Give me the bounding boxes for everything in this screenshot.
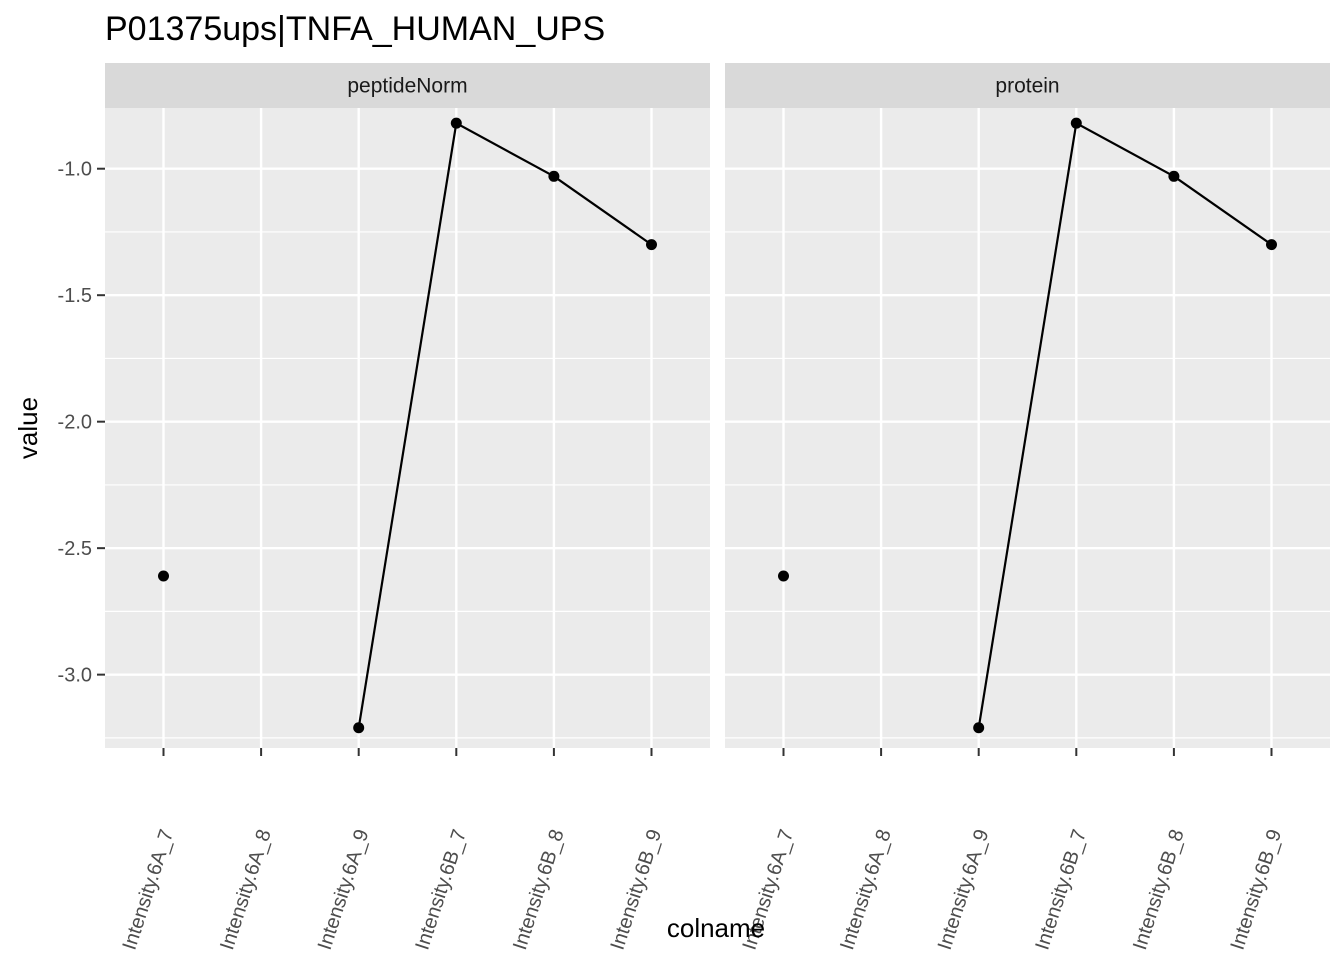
panel-peptideNorm: peptideNorm Intensity.6A_7 Intensity.6A_8 I… — [105, 63, 710, 953]
data-point — [450, 117, 462, 129]
series-line-segment — [455, 122, 555, 178]
data-point — [1266, 239, 1277, 251]
x-tick-label: Intensity.6A_7 — [119, 827, 179, 953]
series-line-segment — [977, 123, 1078, 728]
x-tick-label: Intensity.6A_8 — [216, 827, 276, 953]
data-point — [973, 722, 985, 734]
facet-strip — [725, 63, 1330, 108]
series-line-segment — [1075, 122, 1175, 178]
y-tick-label: -2.5 — [58, 538, 92, 560]
x-tick-label: Intensity.6B_9 — [1227, 827, 1287, 953]
y-axis: -1.0 -1.5 -2.0 -2.5 -3.0 — [58, 159, 105, 687]
x-axis-title: colname — [667, 913, 765, 943]
data-point — [1070, 117, 1082, 129]
x-tick-label: Intensity.6B_7 — [1031, 827, 1091, 953]
facet-strip-label: protein — [995, 75, 1059, 98]
x-tick-label: Intensity.6B_8 — [509, 827, 569, 953]
x-tick-label: Intensity.6A_9 — [314, 827, 374, 953]
series-line-segment — [553, 175, 653, 246]
series-line-segment — [1173, 175, 1273, 246]
y-tick-label: -3.0 — [58, 665, 92, 687]
x-tick-label: Intensity.6A_9 — [934, 827, 994, 953]
series-line-segment — [357, 123, 458, 728]
facet-strip — [105, 63, 710, 108]
x-tick-label: Intensity.6A_8 — [836, 827, 896, 953]
data-point — [158, 570, 169, 582]
y-tick-label: -2.0 — [58, 412, 92, 434]
data-point — [646, 239, 657, 251]
x-tick-label: Intensity.6B_7 — [411, 827, 471, 953]
y-axis-title: value — [13, 397, 43, 459]
x-tick-label: Intensity.6B_8 — [1129, 827, 1189, 953]
x-tick-label: Intensity.6B_9 — [607, 827, 667, 953]
y-tick-label: -1.5 — [58, 285, 92, 307]
panels: peptideNorm Intensity.6A_7 Intensity.6A_8 I… — [105, 63, 1330, 953]
data-point — [778, 570, 789, 582]
facet-strip-label: peptideNorm — [347, 75, 467, 98]
data-point — [353, 722, 365, 734]
data-point — [548, 170, 560, 182]
data-point — [1168, 170, 1180, 182]
chart-title: P01375ups|TNFA_HUMAN_UPS — [105, 10, 605, 48]
y-tick-label: -1.0 — [58, 159, 92, 181]
